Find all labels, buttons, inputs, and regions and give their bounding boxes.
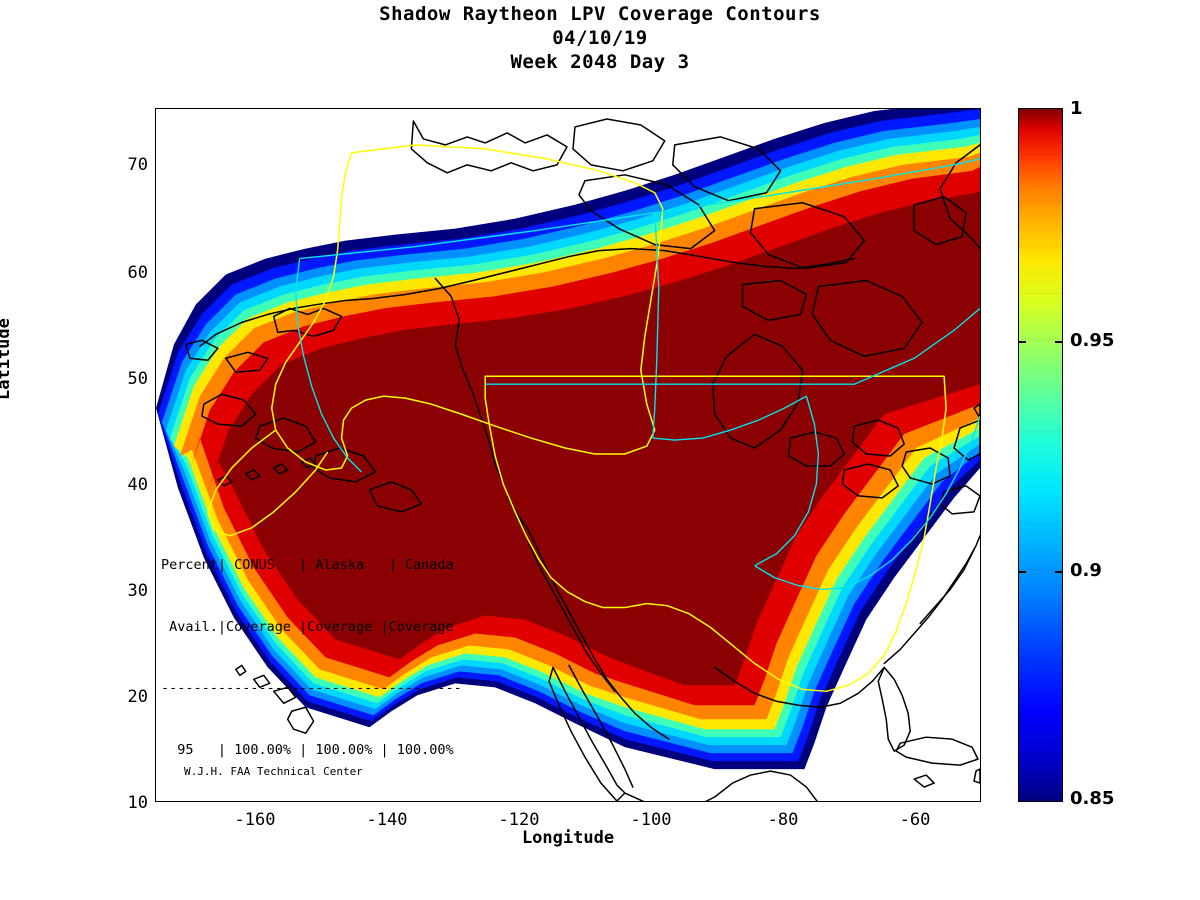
x-tick-minus120: -120 [498, 810, 540, 830]
credit-block: W.J.H. FAA Technical Center WAAS Test Te… [184, 737, 363, 801]
title-line-2: 04/10/19 [552, 27, 648, 49]
y-tick-60: 60 [127, 263, 148, 283]
title-line-1: Shadow Raytheon LPV Coverage Contours [379, 3, 821, 25]
coverage-core-region [207, 190, 980, 686]
credit-line-1: W.J.H. FAA Technical Center [184, 765, 363, 778]
x-axis-title: Longitude [521, 828, 615, 848]
canada-service-volume-boundary [294, 158, 980, 591]
coverage-map-svg [156, 109, 980, 801]
y-axis-title: Latitude [0, 318, 14, 400]
x-tick-minus140: -140 [366, 810, 408, 830]
title-line-3: Week 2048 Day 3 [510, 51, 690, 73]
coastline-layer [185, 118, 980, 801]
x-tick-minus160: -160 [234, 810, 276, 830]
y-tick-20: 20 [127, 687, 148, 707]
figure-title: Shadow Raytheon LPV Coverage Contours 04… [0, 2, 1200, 74]
colorbar-tick-left-09 [1018, 571, 1026, 573]
y-tick-10: 10 [127, 793, 148, 813]
colorbar-label-095: 0.95 [1070, 330, 1115, 351]
colorbar-tick-left-095 [1018, 341, 1026, 343]
stats-row-98: 98 | 100.00% | 100.00% | 98.59% [161, 801, 462, 802]
colorbar [1018, 108, 1063, 802]
colorbar-label-09: 0.9 [1070, 560, 1102, 581]
colorbar-label-085: 0.85 [1070, 788, 1115, 809]
map-plot-area: Percent| CONUS | Alaska | Canada Avail.|… [155, 108, 981, 802]
y-tick-40: 40 [127, 475, 148, 495]
colorbar-tick-right-095 [1055, 341, 1063, 343]
colorbar-svg [1019, 109, 1062, 801]
x-tick-minus60: -60 [899, 810, 931, 830]
y-tick-50: 50 [127, 369, 148, 389]
y-tick-70: 70 [127, 155, 148, 175]
colorbar-label-1: 1 [1070, 98, 1083, 119]
colorbar-tick-right-09 [1055, 571, 1063, 573]
conus-service-volume-boundary [207, 144, 947, 693]
x-tick-minus80: -80 [767, 810, 799, 830]
coverage-contour-bands [156, 109, 980, 770]
colorbar-gradient [1018, 108, 1063, 802]
y-tick-30: 30 [127, 581, 148, 601]
x-tick-minus100: -100 [630, 810, 672, 830]
